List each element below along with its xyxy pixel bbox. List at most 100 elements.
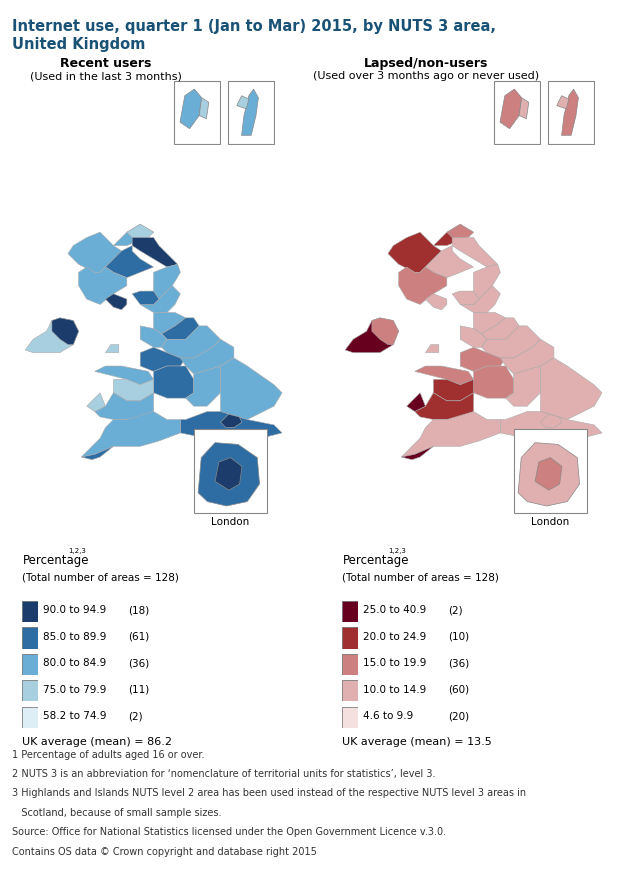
Polygon shape	[345, 318, 399, 353]
Polygon shape	[452, 238, 498, 267]
Polygon shape	[221, 414, 242, 428]
Polygon shape	[237, 96, 249, 109]
Polygon shape	[86, 392, 106, 412]
Polygon shape	[81, 446, 113, 459]
Polygon shape	[199, 98, 209, 119]
Text: 58.2 to 74.9: 58.2 to 74.9	[43, 711, 106, 721]
Polygon shape	[474, 312, 506, 334]
Polygon shape	[460, 326, 487, 348]
Polygon shape	[500, 89, 522, 128]
Polygon shape	[541, 414, 562, 428]
Polygon shape	[242, 89, 259, 136]
Text: 20.0 to 24.9: 20.0 to 24.9	[363, 632, 426, 642]
Text: (Used over 3 months ago or never used): (Used over 3 months ago or never used)	[312, 71, 539, 81]
Text: 10.0 to 14.9: 10.0 to 14.9	[363, 685, 426, 694]
Polygon shape	[52, 318, 79, 345]
Polygon shape	[180, 412, 282, 438]
Text: Contains OS data © Crown copyright and database right 2015: Contains OS data © Crown copyright and d…	[12, 847, 316, 856]
Polygon shape	[415, 366, 474, 385]
Text: (Total number of areas = 128): (Total number of areas = 128)	[22, 572, 179, 582]
Text: 4.6 to 9.9: 4.6 to 9.9	[363, 711, 413, 721]
Text: 25.0 to 40.9: 25.0 to 40.9	[363, 605, 426, 615]
Polygon shape	[500, 340, 554, 374]
Polygon shape	[106, 294, 127, 310]
Polygon shape	[447, 224, 474, 238]
Polygon shape	[198, 443, 260, 506]
Text: (20): (20)	[448, 711, 469, 721]
Polygon shape	[113, 379, 154, 400]
Polygon shape	[426, 294, 447, 310]
Polygon shape	[162, 326, 221, 358]
Text: (18): (18)	[128, 605, 149, 615]
Text: 2 NUTS 3 is an abbreviation for ‘nomenclature of territorial units for statistic: 2 NUTS 3 is an abbreviation for ‘nomencl…	[12, 769, 435, 779]
Text: (60): (60)	[448, 685, 469, 694]
Polygon shape	[399, 267, 447, 304]
Polygon shape	[562, 89, 579, 136]
Polygon shape	[79, 267, 127, 304]
Text: 1,2,3: 1,2,3	[388, 548, 406, 554]
Polygon shape	[541, 358, 602, 420]
Polygon shape	[132, 238, 178, 267]
Polygon shape	[482, 326, 541, 358]
Polygon shape	[106, 246, 154, 278]
Text: (36): (36)	[448, 658, 469, 668]
Text: 80.0 to 84.9: 80.0 to 84.9	[43, 658, 106, 668]
Text: 1 Percentage of adults aged 16 or over.: 1 Percentage of adults aged 16 or over.	[12, 750, 204, 759]
Text: (2): (2)	[128, 711, 143, 721]
Text: 15.0 to 19.9: 15.0 to 19.9	[363, 658, 426, 668]
Text: (61): (61)	[128, 632, 149, 642]
Polygon shape	[140, 286, 180, 312]
Polygon shape	[95, 392, 154, 420]
Polygon shape	[113, 224, 154, 246]
Polygon shape	[95, 366, 154, 385]
Text: (Used in the last 3 months): (Used in the last 3 months)	[29, 71, 182, 81]
Polygon shape	[132, 291, 159, 304]
Polygon shape	[186, 366, 221, 407]
Polygon shape	[372, 318, 399, 345]
Text: (36): (36)	[128, 658, 149, 668]
Text: 75.0 to 79.9: 75.0 to 79.9	[43, 685, 106, 694]
Text: Source: Office for National Statistics licensed under the Open Government Licenc: Source: Office for National Statistics l…	[12, 827, 445, 837]
Polygon shape	[433, 224, 474, 246]
Text: (2): (2)	[448, 605, 463, 615]
Polygon shape	[215, 458, 242, 490]
Text: Scotland, because of small sample sizes.: Scotland, because of small sample sizes.	[12, 808, 221, 818]
Text: 85.0 to 89.9: 85.0 to 89.9	[43, 632, 106, 642]
Polygon shape	[180, 89, 202, 128]
Polygon shape	[406, 392, 426, 412]
Polygon shape	[154, 366, 194, 398]
Polygon shape	[426, 246, 474, 278]
Text: Lapsed/non-users: Lapsed/non-users	[364, 57, 488, 70]
Polygon shape	[154, 312, 186, 334]
Polygon shape	[433, 379, 474, 400]
Polygon shape	[127, 224, 154, 238]
Text: UK average (mean) = 13.5: UK average (mean) = 13.5	[342, 737, 492, 747]
Polygon shape	[519, 98, 529, 119]
Polygon shape	[460, 348, 506, 371]
Polygon shape	[415, 392, 474, 420]
Polygon shape	[81, 412, 180, 457]
Text: London: London	[211, 517, 250, 527]
Polygon shape	[401, 412, 500, 457]
Text: (10): (10)	[448, 632, 469, 642]
Polygon shape	[460, 286, 500, 312]
Polygon shape	[106, 345, 119, 353]
Polygon shape	[388, 232, 442, 272]
Polygon shape	[518, 443, 580, 506]
Polygon shape	[452, 291, 479, 304]
Polygon shape	[25, 318, 79, 353]
Polygon shape	[162, 318, 199, 340]
Text: UK average (mean) = 86.2: UK average (mean) = 86.2	[22, 737, 172, 747]
Text: (Total number of areas = 128): (Total number of areas = 128)	[342, 572, 499, 582]
Polygon shape	[180, 340, 234, 374]
Text: Internet use, quarter 1 (Jan to Mar) 2015, by NUTS 3 area,: Internet use, quarter 1 (Jan to Mar) 201…	[12, 19, 495, 34]
Polygon shape	[68, 232, 122, 272]
Text: United Kingdom: United Kingdom	[12, 37, 145, 52]
Polygon shape	[140, 348, 186, 371]
Polygon shape	[426, 345, 439, 353]
Polygon shape	[474, 366, 514, 398]
Polygon shape	[140, 326, 167, 348]
Polygon shape	[500, 412, 602, 438]
Text: 3 Highlands and Islands NUTS level 2 area has been used instead of the respectiv: 3 Highlands and Islands NUTS level 2 are…	[12, 788, 525, 798]
Polygon shape	[221, 358, 282, 420]
